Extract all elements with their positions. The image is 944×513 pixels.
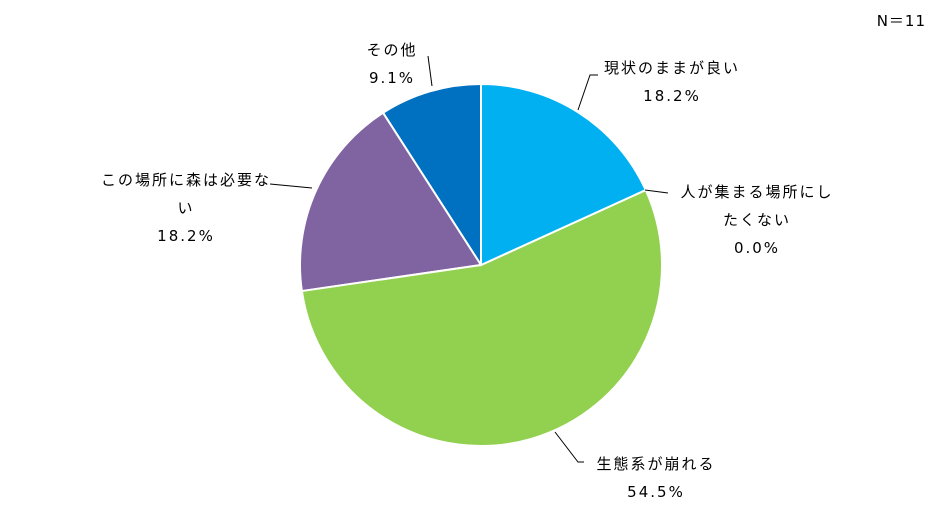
pie-slice [300,188,663,447]
category-label: その他 [366,41,418,59]
leader-line [427,55,433,87]
slice-label: その他 9.1% [366,36,417,92]
slice-label: 現状のままが良い 18.2% [604,54,740,110]
value-label: 0.0% [733,239,781,257]
category-label: 生態系が崩れる [596,455,716,473]
value-label: 9.1% [368,69,416,87]
slice-label: この場所に森は必要ない 18.2% [96,166,276,250]
leader-line [554,431,584,463]
value-label: 18.2% [157,227,215,245]
pie-slice [299,111,483,293]
slice-label: 生態系が崩れる 54.5% [596,450,715,506]
category-label: 人が集まる場所にしたくない [680,183,834,229]
category-label: 現状のままが良い [603,59,741,77]
category-label: この場所に森は必要ない [100,171,271,217]
sample-size-note: N＝11 [876,12,926,30]
pie-slice [381,82,482,269]
leader-line [644,189,669,194]
value-label: 18.2% [643,87,701,105]
leader-line [269,183,313,189]
pie-slice [480,82,648,267]
slice-label: 人が集まる場所にしたくない 0.0% [677,178,837,262]
value-label: 54.5% [627,483,685,501]
leader-line [577,74,598,111]
